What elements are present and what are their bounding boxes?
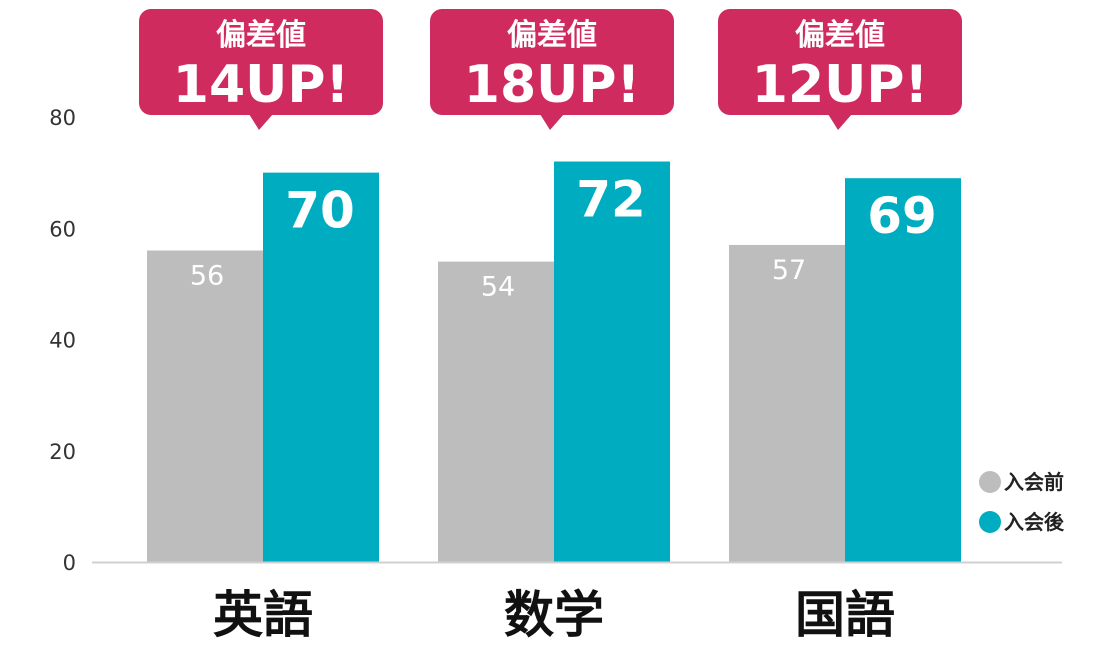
callout-pointer [249, 114, 273, 130]
y-tick-label: 80 [49, 106, 76, 130]
callout-value: 18UP! [464, 55, 640, 115]
data-label-after: 70 [285, 182, 355, 240]
callout-value: 14UP! [173, 55, 349, 115]
legend-label: 入会後 [1004, 510, 1065, 534]
callout-value: 12UP! [752, 55, 928, 115]
x-category-label: 数学 [504, 586, 604, 644]
data-label-before: 56 [190, 261, 224, 292]
x-category-label: 英語 [213, 586, 313, 644]
legend-swatch [979, 511, 1001, 533]
callout-title: 偏差値 [507, 18, 597, 53]
bar-before [147, 250, 263, 562]
y-tick-label: 40 [49, 329, 76, 353]
data-label-before: 57 [772, 255, 806, 286]
bar-after [845, 178, 961, 562]
data-label-before: 54 [481, 272, 515, 303]
data-label-after: 69 [867, 187, 937, 245]
legend-swatch [979, 471, 1001, 493]
callout-bubble [430, 9, 674, 115]
legend-label: 入会前 [1004, 470, 1064, 494]
bar-before [729, 244, 845, 562]
bar-after [263, 172, 379, 562]
callout-title: 偏差値 [795, 18, 885, 53]
callout-bubble [139, 9, 383, 115]
y-tick-label: 0 [63, 551, 76, 575]
y-tick-label: 20 [49, 440, 76, 464]
bar-before [438, 261, 554, 562]
y-tick-label: 60 [49, 217, 76, 241]
callout-pointer [540, 114, 564, 130]
callout-bubble [718, 9, 962, 115]
callout-pointer [828, 114, 852, 130]
x-category-label: 国語 [795, 586, 895, 644]
callout-title: 偏差値 [216, 18, 306, 53]
data-label-after: 72 [576, 171, 646, 229]
bar-after [554, 161, 670, 562]
